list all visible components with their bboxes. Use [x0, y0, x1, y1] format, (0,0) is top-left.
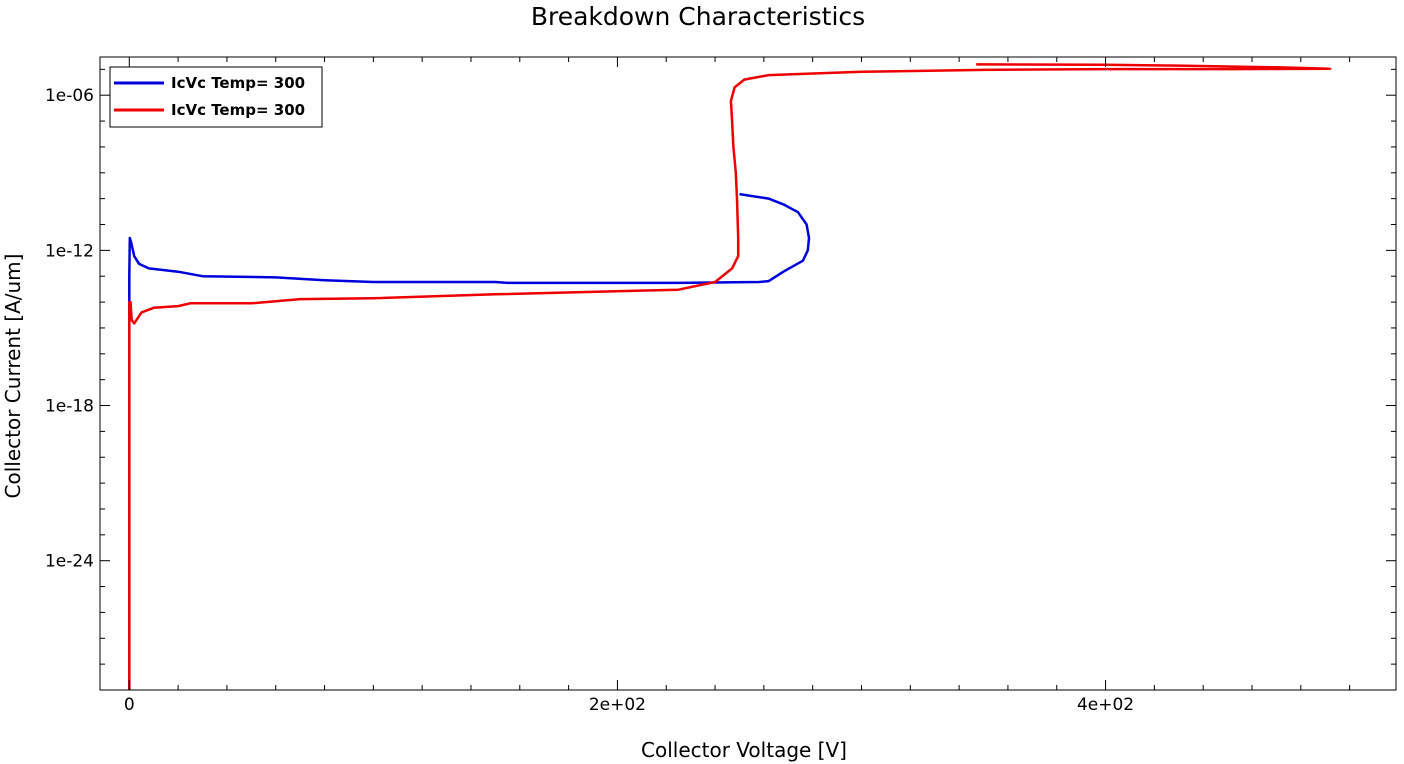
y-tick-label: 1e-12 [45, 241, 94, 261]
legend: IcVc Temp= 300 IcVc Temp= 300 [109, 66, 323, 128]
y-tick-label: 1e-24 [45, 552, 94, 572]
legend-box [109, 66, 323, 128]
plot-frame [99, 56, 1397, 691]
y-tick-label: 1e-06 [45, 86, 94, 106]
series-line-2 [128, 63, 1332, 690]
chart-title: Breakdown Characteristics [531, 2, 865, 31]
y-axis-label: Collector Current [A/um] [1, 254, 25, 499]
x-tick-label: 2e+02 [589, 695, 646, 715]
x-tick-label: 0 [124, 695, 135, 715]
series-line-1 [128, 192, 811, 690]
legend-label-series-1: IcVc Temp= 300 [171, 74, 305, 92]
x-tick-label: 4e+02 [1077, 695, 1134, 715]
x-axis-label: Collector Voltage [V] [641, 738, 847, 762]
y-tick-label: 1e-18 [45, 397, 94, 417]
legend-label-series-2: IcVc Temp= 300 [171, 101, 305, 119]
series-layer [128, 63, 1332, 690]
ticks-layer: 0 2e+02 4e+02 1e-24 1e-18 1e-12 1e-06 [45, 57, 1396, 715]
